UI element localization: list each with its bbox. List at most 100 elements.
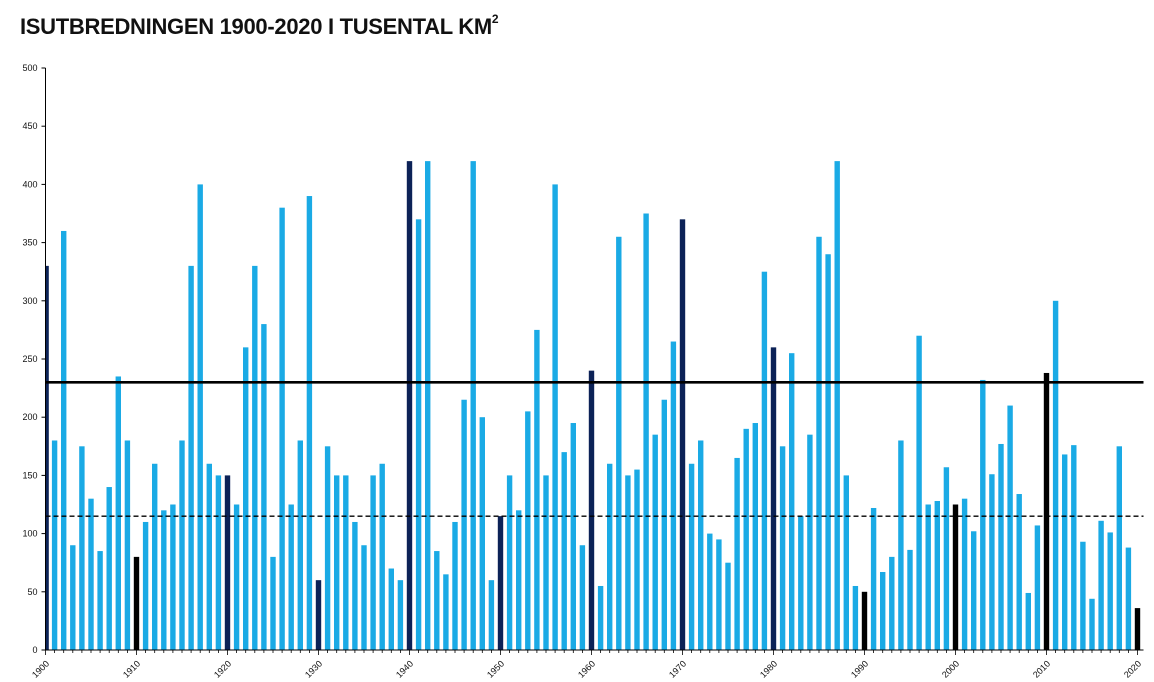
bar-1930 — [315, 580, 322, 650]
bar-1932 — [334, 475, 340, 650]
x-tick-label-1910: 1910 — [121, 659, 142, 680]
bar-1976 — [734, 457, 740, 650]
bar-1973 — [707, 533, 713, 650]
bar-2019 — [1125, 547, 1132, 650]
bar-1945 — [452, 521, 458, 650]
bar-1971 — [688, 463, 695, 650]
bar-2014 — [1080, 541, 1086, 650]
bar-1903 — [70, 545, 76, 650]
bar-1934 — [352, 521, 358, 650]
x-tick-label-1970: 1970 — [667, 659, 688, 680]
y-tick-label-50: 50 — [27, 587, 37, 597]
bar-2000 — [952, 504, 959, 650]
bar-2016 — [1098, 520, 1104, 650]
bar-2004 — [989, 474, 995, 650]
bar-1958 — [570, 423, 576, 650]
bar-1937 — [379, 463, 385, 650]
chart-title-superscript: 2 — [491, 11, 499, 26]
bar-1965 — [634, 469, 640, 650]
bar-1972 — [698, 440, 704, 650]
bar-1908 — [115, 376, 121, 650]
chart-title-text: ISUTBREDNINGEN 1900-2020 I TUSENTAL KM — [20, 14, 492, 39]
y-tick-label-350: 350 — [22, 238, 37, 248]
bar-1997 — [925, 504, 931, 650]
bar-2005 — [998, 443, 1004, 650]
bar-2011 — [1052, 300, 1059, 650]
bar-1920 — [224, 475, 231, 650]
y-tick-label-150: 150 — [22, 470, 37, 480]
bar-1995 — [907, 549, 913, 650]
bar-1925 — [270, 556, 276, 650]
bar-1985 — [816, 236, 822, 650]
bar-1980 — [770, 347, 777, 650]
bar-1952 — [516, 510, 522, 650]
bar-1941 — [415, 219, 422, 650]
bar-1988 — [843, 475, 849, 650]
bar-1936 — [370, 475, 376, 650]
bar-1993 — [889, 556, 895, 650]
bar-2009 — [1034, 525, 1041, 650]
x-axis: 1900 1910 1920 1930 1940 1950 1960 1970 1980 1990… — [30, 649, 1144, 680]
x-tick-label-1920: 1920 — [212, 659, 233, 680]
bar-1964 — [625, 475, 631, 650]
x-tick-label-2010: 2010 — [1031, 659, 1052, 680]
bar-1987 — [834, 161, 840, 650]
bar-1923 — [252, 265, 258, 650]
x-tick-label-1900: 1900 — [30, 659, 51, 680]
bar-1915 — [179, 440, 185, 650]
bar-1916 — [188, 265, 194, 650]
bar-2012 — [1062, 454, 1068, 650]
bar-1962 — [607, 463, 613, 650]
bar-1953 — [525, 411, 531, 650]
bar-1946 — [461, 399, 467, 650]
bar-2010 — [1043, 372, 1050, 650]
bar-1912 — [152, 463, 158, 650]
bar-1951 — [506, 475, 513, 650]
y-tick-label-200: 200 — [22, 412, 37, 422]
x-tick-label-2020: 2020 — [1122, 659, 1143, 680]
bar-1907 — [106, 487, 112, 650]
bar-1900 — [45, 265, 49, 650]
bar-1921 — [233, 504, 240, 650]
bar-1910 — [133, 556, 140, 650]
y-tick-label-450: 450 — [22, 121, 37, 131]
bar-1979 — [761, 271, 768, 650]
bar-2013 — [1071, 445, 1077, 650]
bar-1967 — [652, 434, 658, 650]
y-tick-label-300: 300 — [22, 296, 37, 306]
bar-1975 — [725, 562, 731, 650]
bar-1974 — [716, 539, 722, 650]
bar-1957 — [561, 452, 567, 650]
bar-1901 — [51, 440, 58, 650]
bar-2020 — [1134, 608, 1141, 650]
bar-2006 — [1007, 405, 1013, 650]
y-tick-label-500: 500 — [22, 63, 37, 73]
x-tick-label-2000: 2000 — [940, 659, 961, 680]
bar-1935 — [361, 545, 367, 650]
bar-2002 — [971, 531, 977, 650]
bar-1943 — [434, 551, 440, 650]
bar-1991 — [870, 507, 877, 650]
y-axis: 0 50 100 150 200 250 300 350 400 450 500 — [22, 63, 46, 655]
chart-title: ISUTBREDNINGEN 1900-2020 I TUSENTAL KM2 — [20, 11, 499, 40]
x-tick-label-1990: 1990 — [849, 659, 870, 680]
bar-1998 — [934, 501, 940, 650]
bar-2008 — [1025, 592, 1031, 650]
bar-2017 — [1107, 532, 1113, 650]
bar-1926 — [279, 207, 285, 650]
bars-group — [45, 161, 1141, 651]
bar-1955 — [543, 475, 549, 650]
bar-1956 — [552, 184, 558, 650]
bar-1999 — [943, 467, 950, 650]
bar-1911 — [142, 521, 149, 650]
bar-1990 — [861, 591, 868, 650]
bar-1983 — [798, 516, 804, 650]
bar-1986 — [825, 254, 831, 651]
bar-1928 — [297, 440, 303, 650]
bar-1902 — [61, 230, 67, 650]
reference-lines-group — [45, 380, 1144, 517]
bar-1904 — [79, 446, 85, 650]
bar-1942 — [425, 161, 431, 650]
bar-1982 — [789, 353, 795, 650]
